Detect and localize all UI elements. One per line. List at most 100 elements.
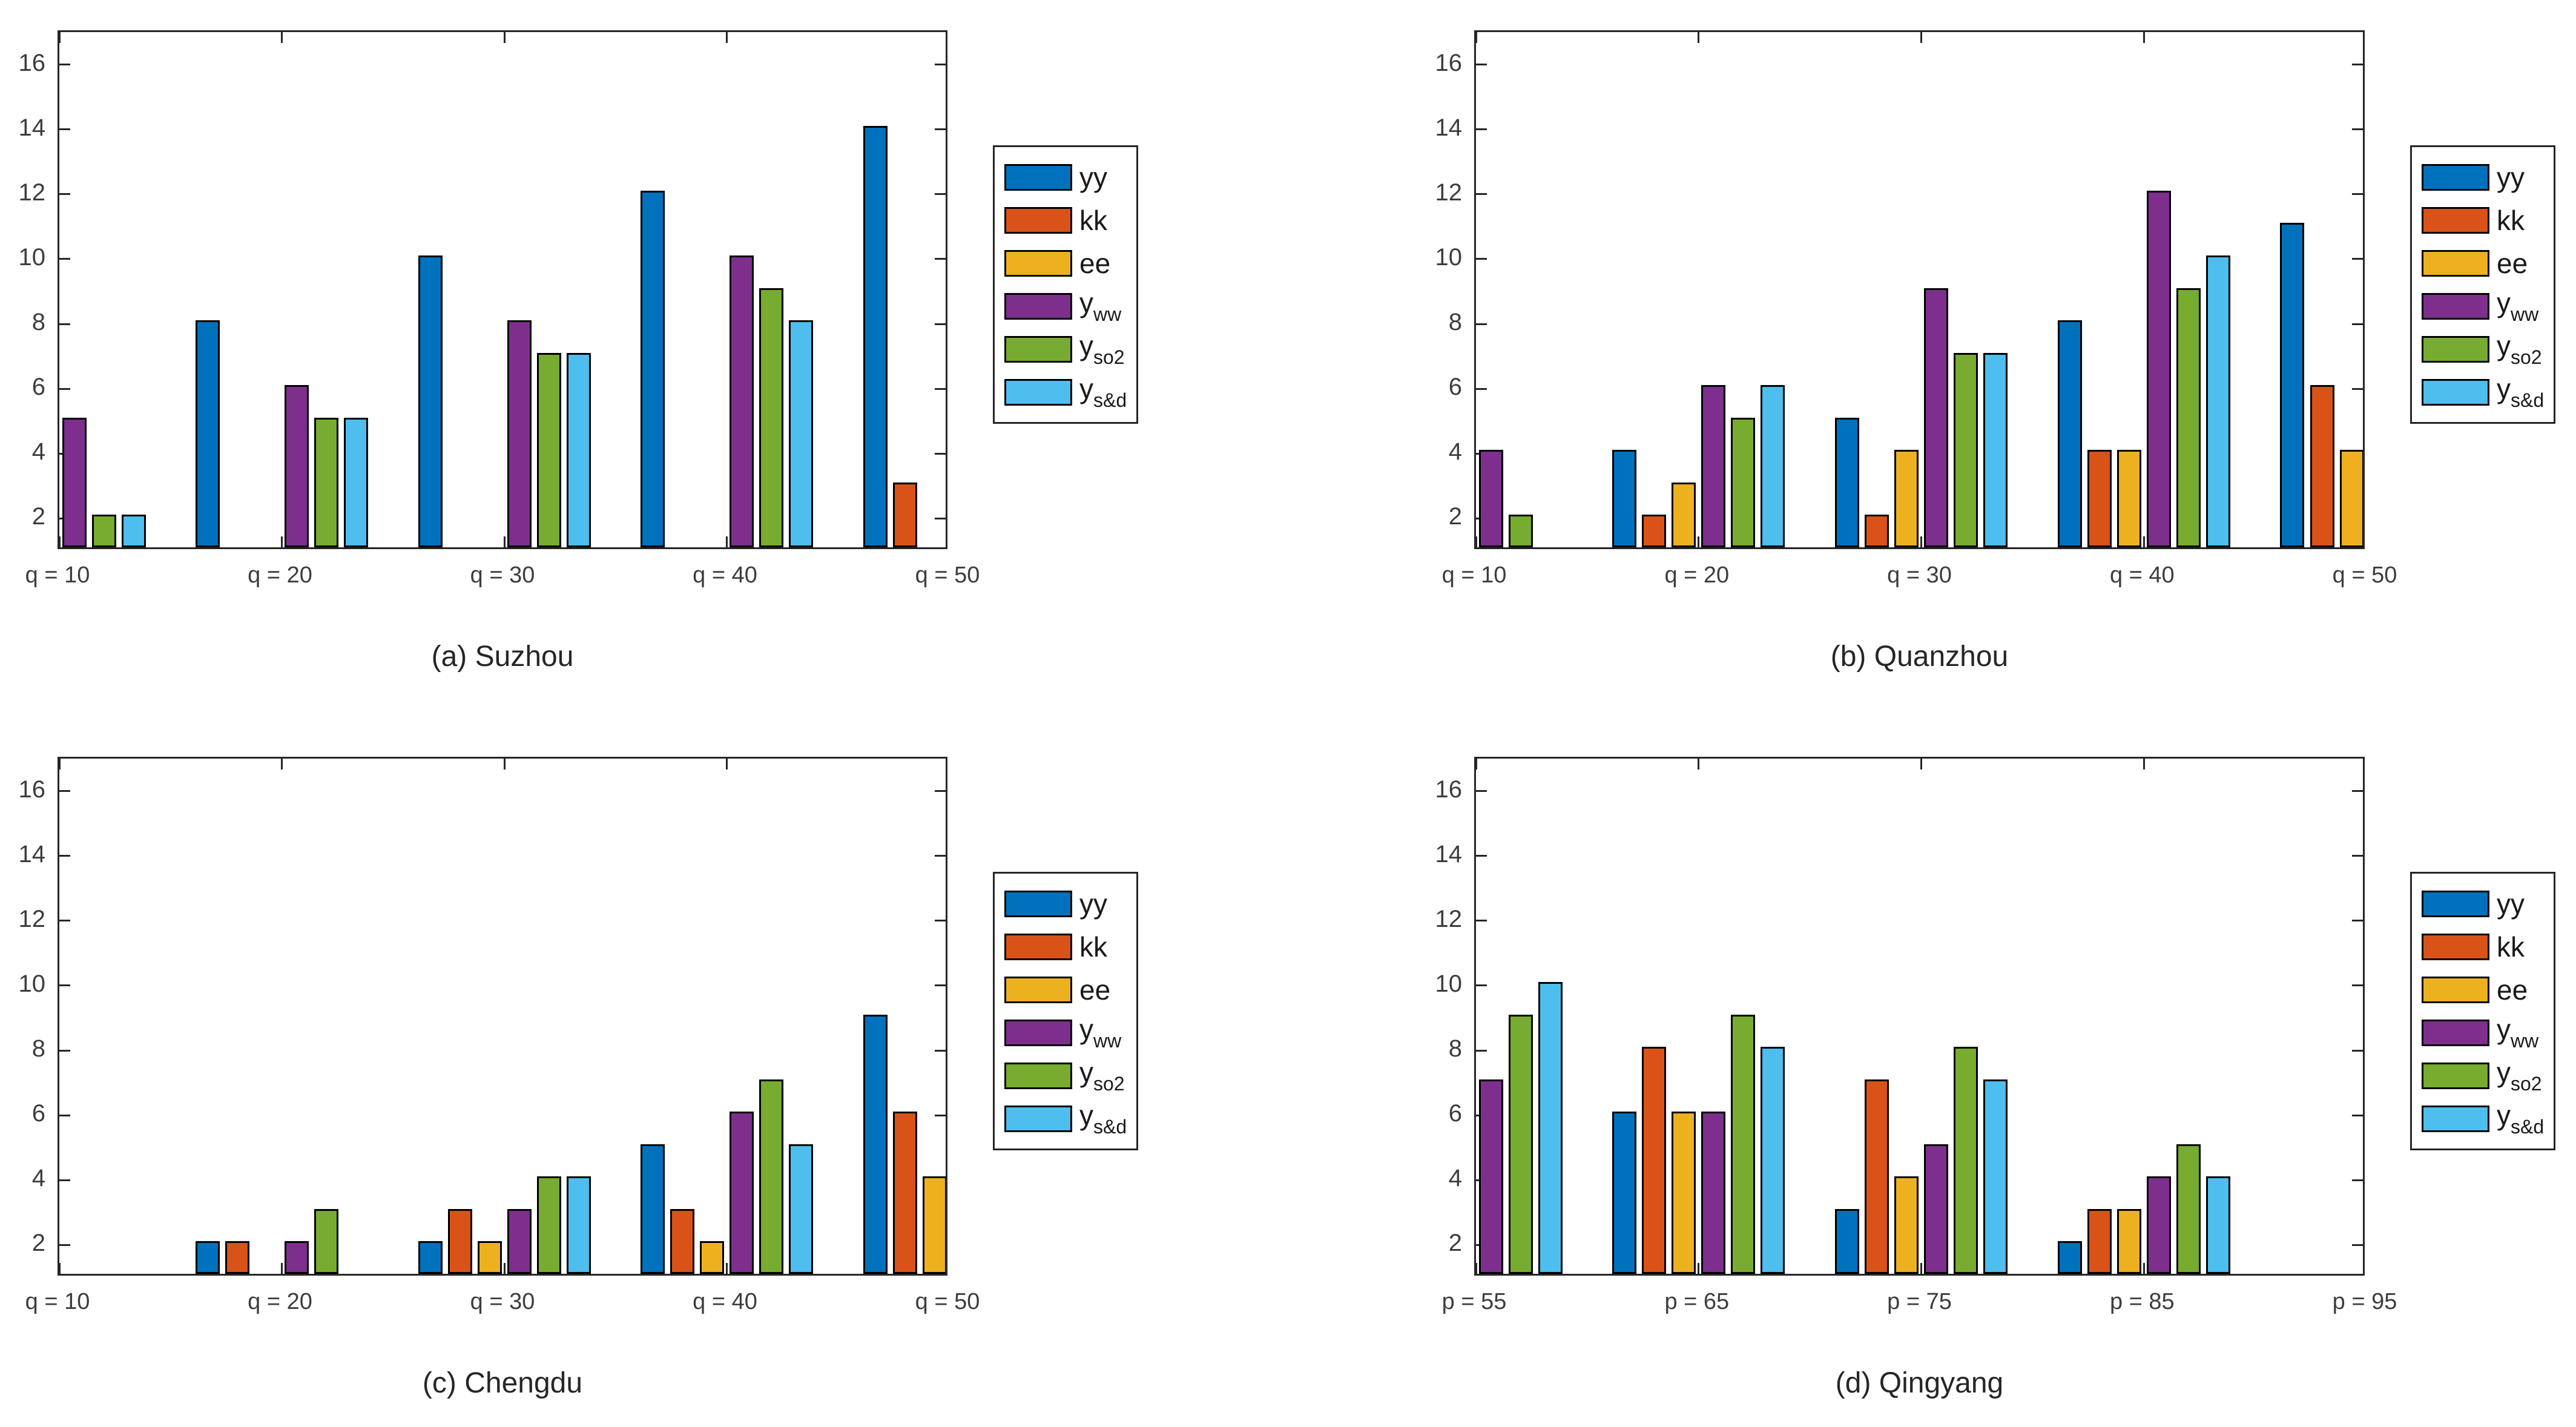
x-tick-label: q = 50 bbox=[2332, 562, 2397, 588]
legend-item-kk: kk bbox=[2422, 925, 2544, 968]
y-tick-mark bbox=[59, 64, 70, 66]
y-tick-label: 14 bbox=[18, 840, 46, 868]
legend-item-yy: yy bbox=[1004, 156, 1127, 199]
bar-y_ww bbox=[507, 1208, 532, 1274]
bar-y_s&d bbox=[789, 1144, 813, 1274]
legend-label-base: yy bbox=[1079, 888, 1107, 920]
legend-label: kk bbox=[2497, 204, 2525, 237]
y-tick-mark bbox=[1476, 387, 1487, 390]
legend-label-base: ee bbox=[2497, 974, 2528, 1006]
bar-kk bbox=[1865, 515, 1889, 547]
bar-y_s&d bbox=[1761, 385, 1785, 547]
bar-y_s&d bbox=[1983, 1079, 2008, 1274]
y-tick-mark bbox=[2352, 1244, 2363, 1246]
y-tick-label: 2 bbox=[1448, 1230, 1462, 1257]
legend-item-y_so2: yso2 bbox=[1004, 328, 1127, 371]
x-tick-label: q = 10 bbox=[25, 562, 90, 588]
bar-y_ww bbox=[730, 1112, 754, 1274]
legend-label-base: y bbox=[1079, 1013, 1093, 1045]
legend-label-subscript: so2 bbox=[1093, 346, 1125, 368]
legend-swatch-yy bbox=[1004, 890, 1072, 917]
legend-label-subscript: so2 bbox=[2511, 1073, 2542, 1095]
bar-y_s&d bbox=[789, 320, 813, 547]
legend-label-subscript: ww bbox=[1093, 303, 1122, 325]
bar-kk bbox=[892, 1112, 917, 1274]
y-tick-mark bbox=[1476, 1049, 1487, 1052]
bar-y_ww bbox=[1701, 1112, 1726, 1274]
legend-label: kk bbox=[1079, 204, 1107, 237]
x-tick-mark bbox=[1920, 536, 1922, 547]
y-tick-label: 8 bbox=[31, 1035, 45, 1063]
y-tick-mark bbox=[59, 984, 70, 987]
legend-label-base: kk bbox=[2497, 931, 2525, 963]
bar-yy bbox=[641, 190, 665, 547]
bar-y_so2 bbox=[1508, 515, 1533, 547]
x-tick-mark bbox=[503, 536, 506, 547]
legend-label-base: y bbox=[1079, 1056, 1093, 1088]
y-tick-label: 6 bbox=[31, 374, 45, 401]
legend-label-base: ee bbox=[1079, 247, 1111, 279]
legend-swatch-kk bbox=[2422, 206, 2489, 234]
y-tick-mark bbox=[59, 1049, 70, 1052]
x-tick-label: q = 20 bbox=[1664, 562, 1730, 588]
bar-kk bbox=[1865, 1079, 1889, 1274]
legend-label: yy bbox=[2497, 888, 2525, 920]
legend-swatch-kk bbox=[2422, 933, 2489, 960]
x-tick-label: q = 10 bbox=[1441, 562, 1507, 588]
x-tick-mark bbox=[1920, 32, 1922, 43]
legend-label-base: y bbox=[2497, 373, 2511, 404]
legend-label-subscript: ww bbox=[2511, 303, 2539, 325]
x-tick-label: q = 40 bbox=[2109, 562, 2175, 588]
legend-label-base: ee bbox=[1079, 974, 1111, 1006]
legend-label: yww bbox=[2497, 1013, 2538, 1052]
bar-yy bbox=[2280, 223, 2305, 547]
legend-label: yy bbox=[1079, 161, 1107, 194]
y-tick-mark bbox=[59, 387, 70, 390]
bar-y_ww bbox=[285, 1241, 309, 1274]
bar-y_ww bbox=[285, 385, 309, 547]
y-tick-mark bbox=[59, 258, 70, 260]
y-tick-mark bbox=[2352, 920, 2363, 922]
legend-item-kk: kk bbox=[1004, 199, 1127, 242]
y-tick-mark bbox=[2352, 855, 2363, 857]
legend-label-base: y bbox=[2497, 330, 2511, 361]
y-tick-mark bbox=[935, 1114, 946, 1116]
y-tick-mark bbox=[2352, 323, 2363, 325]
panel-suzhou: (a) Suzhou 2 4 6 8 10 12 14 16 q = 10 q = 20 q = 3… bbox=[19, 30, 1138, 673]
bar-y_ww bbox=[2146, 1176, 2171, 1274]
x-tick-label: p = 85 bbox=[2109, 1289, 2175, 1314]
y-tick-mark bbox=[59, 1244, 70, 1246]
y-tick-label: 8 bbox=[31, 309, 45, 336]
bar-yy bbox=[863, 1014, 888, 1274]
x-tick-mark bbox=[59, 536, 61, 547]
legend-label: yso2 bbox=[2497, 1056, 2542, 1095]
y-tick-mark bbox=[2352, 193, 2363, 196]
legend-label: yy bbox=[2497, 161, 2525, 194]
bar-kk bbox=[1642, 1047, 1667, 1274]
plot-area bbox=[58, 757, 947, 1276]
legend-swatch-y_ww bbox=[2422, 1019, 2489, 1046]
legend-swatch-yy bbox=[1004, 163, 1072, 191]
y-tick-mark bbox=[935, 323, 946, 325]
y-tick-mark bbox=[59, 128, 70, 131]
y-tick-mark bbox=[59, 855, 70, 857]
y-tick-label: 16 bbox=[18, 776, 46, 803]
x-tick-mark bbox=[2143, 1263, 2145, 1274]
legend-label-base: y bbox=[2497, 1013, 2511, 1045]
y-tick-label: 2 bbox=[1448, 503, 1462, 530]
panel-caption: (b) Quanzhou bbox=[1830, 641, 2009, 673]
y-tick-label: 14 bbox=[1435, 840, 1463, 868]
bar-y_s&d bbox=[1538, 981, 1563, 1274]
x-tick-mark bbox=[726, 536, 728, 547]
legend-item-kk: kk bbox=[2422, 199, 2544, 242]
legend-label-base: y bbox=[2497, 1099, 2511, 1131]
legend-label-base: y bbox=[1079, 1099, 1093, 1131]
legend-label-base: y bbox=[1079, 330, 1093, 361]
legend-label: yy bbox=[1079, 888, 1107, 920]
y-tick-label: 6 bbox=[1448, 374, 1462, 401]
x-tick-label: p = 65 bbox=[1664, 1289, 1730, 1314]
bar-yy bbox=[1834, 417, 1859, 547]
x-tick-mark bbox=[59, 1263, 61, 1274]
y-tick-label: 14 bbox=[1435, 114, 1463, 141]
y-tick-label: 6 bbox=[1448, 1100, 1462, 1127]
